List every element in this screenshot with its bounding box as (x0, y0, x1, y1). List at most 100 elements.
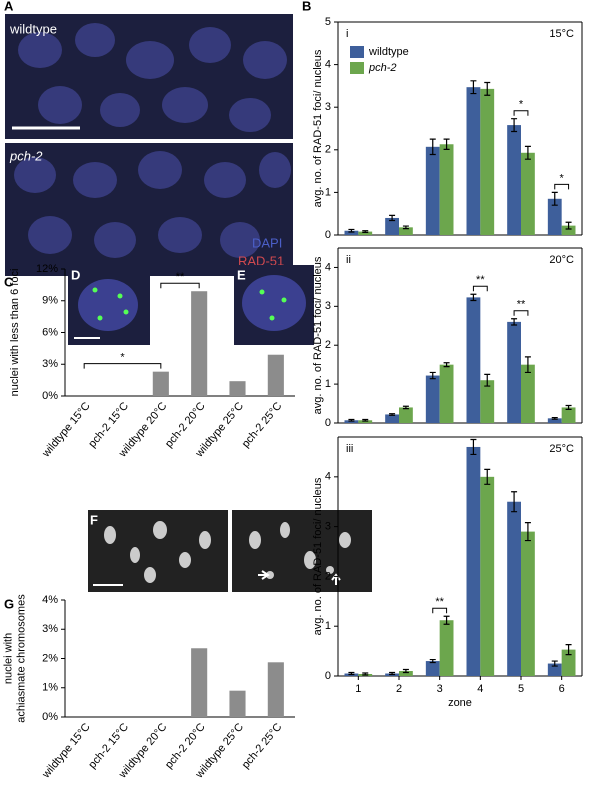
bar (229, 690, 246, 717)
bar (561, 407, 576, 423)
error-bar (551, 416, 558, 420)
error-bar (429, 138, 436, 156)
bar (547, 663, 562, 676)
error-bar (402, 225, 409, 230)
bar (399, 407, 413, 423)
significance-bracket (554, 183, 570, 190)
error-bar (389, 671, 396, 676)
bar (561, 649, 576, 676)
significance-bracket (513, 310, 529, 316)
bar (521, 531, 535, 676)
micrograph-a: wildtype pch-2 DAPI RAD-51 (5, 14, 293, 276)
significance-label: * (519, 99, 524, 111)
error-bar (470, 293, 477, 302)
error-bar (362, 672, 369, 676)
subplot-label: iii (346, 443, 353, 455)
bar (267, 354, 284, 396)
error-bar (470, 80, 477, 95)
channel-label: RAD-51 (238, 253, 284, 268)
inset-images (68, 265, 314, 345)
bar (466, 446, 481, 676)
y-tick-label: 3 (325, 101, 331, 113)
subplot-title: 15°C (549, 28, 574, 40)
significance-bracket (472, 285, 488, 292)
error-bar (362, 418, 369, 422)
bar (561, 225, 576, 235)
panel-letter: C (4, 274, 14, 289)
error-bar (565, 221, 572, 230)
error-bar (402, 405, 409, 410)
panel-letter: E (237, 267, 246, 282)
error-bar (511, 491, 518, 513)
y-tick-label: 2 (325, 144, 331, 156)
error-bar (429, 371, 436, 380)
y-tick-label: 0 (325, 670, 331, 682)
panel-letter: B (302, 0, 311, 13)
subplot-title: 25°C (549, 443, 574, 455)
y-axis-label: achiasmate chromosomes (15, 594, 27, 723)
bar (385, 217, 399, 235)
legend-label: pch-2 (368, 62, 397, 74)
y-tick-label: 3 (325, 300, 331, 312)
error-bar (348, 671, 355, 676)
y-tick-label: 1 (325, 186, 331, 198)
y-tick-label: 4 (325, 59, 331, 71)
y-tick-label: 1 (325, 620, 331, 632)
bar (152, 371, 169, 396)
bar (425, 146, 440, 235)
y-tick-label: 0% (42, 711, 58, 723)
bar (466, 87, 481, 235)
bar (229, 381, 246, 396)
x-tick-label: 6 (559, 683, 565, 695)
bar (358, 231, 373, 235)
x-tick-label: 3 (437, 683, 443, 695)
x-tick-label: wildtype 15°C (40, 721, 93, 781)
bar (507, 501, 521, 676)
subplot-label: i (346, 28, 348, 40)
significance-label: ** (517, 299, 526, 311)
significance-label: ** (476, 274, 485, 286)
bar (399, 671, 413, 676)
error-bar (565, 644, 572, 656)
bar (425, 661, 440, 676)
error-bar (348, 228, 355, 233)
error-bar (443, 362, 450, 368)
y-tick-label: 0% (42, 390, 58, 402)
image-label: pch-2 (9, 148, 43, 163)
bar (399, 227, 413, 235)
y-tick-label: 1% (42, 682, 58, 694)
subplot-label: ii (346, 254, 351, 266)
significance-label: * (560, 172, 565, 184)
bar (191, 291, 208, 396)
bar (507, 321, 521, 423)
x-tick-label: pch-2 25°C (240, 721, 285, 771)
error-bar (443, 615, 450, 625)
x-tick-label: 4 (477, 683, 483, 695)
y-axis-label: avg. no. of RAD-51 foci/ nucleus (312, 49, 324, 207)
error-bar (389, 413, 396, 416)
error-bar (389, 214, 396, 222)
x-tick-label: pch-2 25°C (240, 400, 285, 450)
y-tick-label: 2 (325, 339, 331, 351)
y-tick-label: 1 (325, 378, 331, 390)
bar (385, 414, 399, 423)
bar (439, 144, 454, 235)
bar (521, 152, 535, 235)
error-bar (484, 373, 491, 387)
significance-label: ** (176, 271, 185, 283)
significance-bracket (432, 607, 448, 614)
significance-bracket (160, 282, 200, 289)
significance-bracket (83, 363, 162, 369)
error-bar (484, 468, 491, 485)
significance-bracket (513, 110, 529, 116)
y-tick-label: 0 (325, 229, 331, 241)
x-tick-label: 1 (355, 683, 361, 695)
y-tick-label: 5 (325, 16, 331, 28)
error-bar (511, 318, 518, 326)
bar (480, 476, 495, 676)
x-tick-label: 2 (396, 683, 402, 695)
error-bar (524, 145, 531, 160)
y-tick-label: 3% (42, 623, 58, 635)
bar (521, 364, 535, 423)
